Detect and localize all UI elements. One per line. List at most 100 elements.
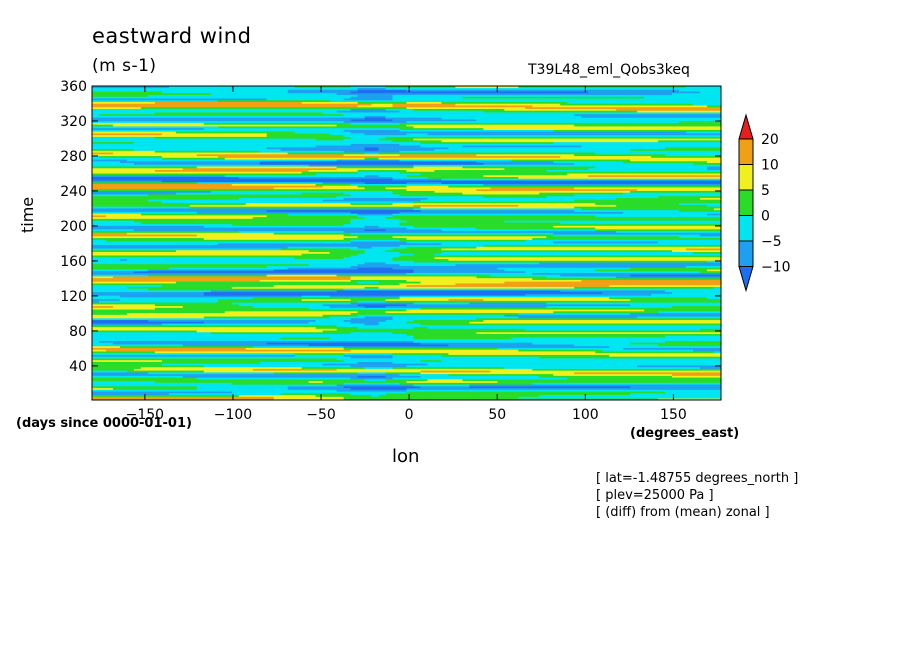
field-cell	[644, 96, 721, 99]
field-cell	[168, 393, 281, 396]
field-cell	[92, 178, 393, 181]
field-cell	[238, 230, 344, 233]
colorbar-label: 0	[761, 209, 770, 225]
field-cell	[483, 174, 589, 178]
field-cell	[196, 330, 323, 333]
field-cell	[126, 232, 275, 235]
field-cell	[518, 349, 603, 352]
field-cell	[665, 340, 721, 343]
field-cell	[693, 251, 721, 254]
field-cell	[92, 309, 407, 312]
field-cell	[427, 379, 463, 382]
field-cell	[357, 171, 400, 174]
field-cell	[92, 180, 163, 183]
field-cell	[92, 216, 254, 219]
field-cell	[581, 279, 721, 282]
field-cell	[294, 256, 344, 259]
field-cell	[574, 344, 659, 347]
field-cell	[92, 300, 100, 303]
field-cell	[92, 277, 351, 280]
field-cell	[92, 122, 205, 125]
field-cell	[357, 236, 393, 239]
field-cell	[252, 345, 344, 348]
field-cell	[476, 246, 721, 249]
field-cell	[357, 361, 393, 364]
field-cell	[679, 236, 721, 239]
y-axis: 40 80 120 160 200 240 280 320 360	[60, 79, 721, 375]
field-cell	[343, 223, 400, 226]
field-cell	[294, 131, 351, 134]
x-tick-label: −150	[126, 407, 164, 423]
field-cell	[637, 365, 721, 368]
field-cell	[154, 101, 302, 104]
field-cell	[196, 377, 351, 380]
field-cell	[280, 148, 365, 151]
x-axis: −150 −100 −50 0 50 100 150	[126, 86, 687, 423]
field-cell	[518, 316, 638, 319]
field-cell	[420, 209, 575, 212]
field-cell	[350, 387, 407, 390]
field-cell	[630, 298, 721, 301]
field-cell	[203, 316, 330, 319]
field-cell	[273, 396, 344, 399]
field-cell	[399, 143, 721, 146]
field-cell	[350, 321, 379, 324]
field-cell	[92, 87, 358, 90]
field-cell	[392, 316, 519, 319]
field-cell	[700, 328, 721, 331]
field-cell	[336, 167, 505, 171]
field-cell	[476, 318, 721, 321]
field-cell	[406, 309, 645, 312]
field-cell	[154, 169, 309, 172]
field-cell	[532, 342, 631, 345]
field-cell	[350, 298, 386, 301]
field-cell	[399, 244, 484, 247]
field-cell	[350, 122, 400, 125]
field-cell	[217, 298, 302, 301]
field-cell	[392, 236, 547, 239]
field-cell	[308, 169, 358, 172]
field-cell	[357, 300, 386, 303]
field-cell	[707, 213, 721, 216]
field-cell	[92, 136, 156, 139]
field-cell	[92, 373, 400, 376]
field-cell	[385, 298, 449, 301]
field-cell	[259, 279, 351, 282]
field-cell	[147, 288, 344, 291]
field-cell	[504, 167, 589, 171]
field-cell	[595, 351, 715, 354]
field-cell	[287, 91, 351, 94]
field-cell	[350, 91, 589, 94]
field-cell	[259, 161, 477, 164]
field-cell	[154, 304, 240, 307]
field-cell	[203, 321, 309, 324]
field-cell	[357, 253, 414, 256]
field-cell	[504, 108, 617, 111]
field-cell	[392, 178, 442, 181]
field-cell	[273, 284, 407, 287]
field-cell	[133, 162, 261, 165]
field-cell	[357, 213, 393, 216]
field-cell	[92, 368, 135, 371]
field-cell	[546, 305, 673, 308]
field-cell	[343, 288, 721, 291]
field-cell	[133, 270, 414, 273]
y-tick-label: 360	[60, 79, 87, 95]
field-cell	[441, 359, 721, 362]
field-cell	[553, 161, 624, 164]
field-cell	[392, 356, 540, 359]
field-cell	[350, 277, 533, 280]
field-cell	[413, 204, 519, 207]
field-cell	[92, 131, 177, 134]
field-cell	[92, 185, 323, 188]
field-cell	[385, 117, 442, 120]
field-cell	[301, 366, 365, 369]
field-cell	[602, 291, 673, 294]
field-cell	[672, 373, 721, 376]
field-cell	[343, 345, 610, 348]
field-cell	[504, 314, 721, 317]
field-cell	[92, 354, 295, 357]
field-cell	[385, 216, 721, 219]
field-cell	[658, 195, 721, 198]
field-cell	[630, 304, 721, 307]
